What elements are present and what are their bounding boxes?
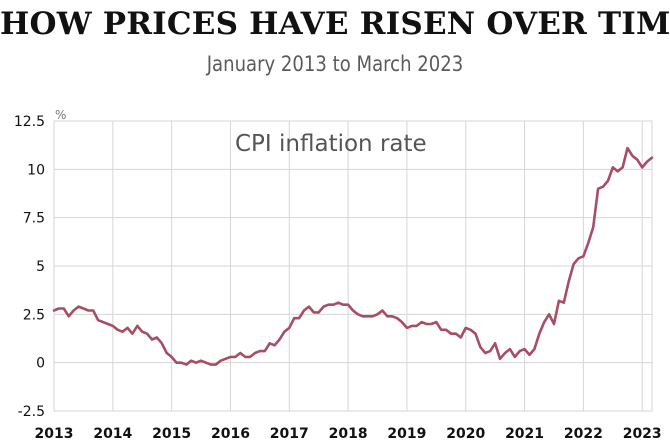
y-unit-label: % <box>55 108 66 122</box>
y-tick-label: 2.5 <box>23 307 45 323</box>
x-tick-label: 2017 <box>270 426 309 442</box>
x-tick-label: 2018 <box>329 426 368 442</box>
y-tick-label: 10 <box>27 162 45 178</box>
y-tick-label: 7.5 <box>23 211 45 227</box>
y-tick-label: 5 <box>36 259 45 275</box>
x-tick-label: 2013 <box>35 426 74 442</box>
series-line <box>52 146 654 366</box>
x-tick-label: 2022 <box>564 426 603 442</box>
series-annotation-label: CPI inflation rate <box>235 131 427 157</box>
x-tick-label: 2015 <box>152 426 191 442</box>
x-tick-label: 2014 <box>93 426 132 442</box>
chart-subtitle: January 2013 to March 2023 <box>206 52 464 76</box>
y-tick-label: 0 <box>36 356 45 372</box>
y-tick-label: -2.5 <box>18 404 45 420</box>
x-tick-label: 2021 <box>505 426 544 442</box>
x-tick-label: 2016 <box>211 426 250 442</box>
x-tick-label: 2019 <box>387 426 426 442</box>
x-tick-label: 2020 <box>446 426 485 442</box>
chart-title: HOW PRICES HAVE RISEN OVER TIME <box>0 6 670 42</box>
y-tick-label: 12.5 <box>14 114 45 130</box>
x-tick-label: 2023 <box>623 426 662 442</box>
